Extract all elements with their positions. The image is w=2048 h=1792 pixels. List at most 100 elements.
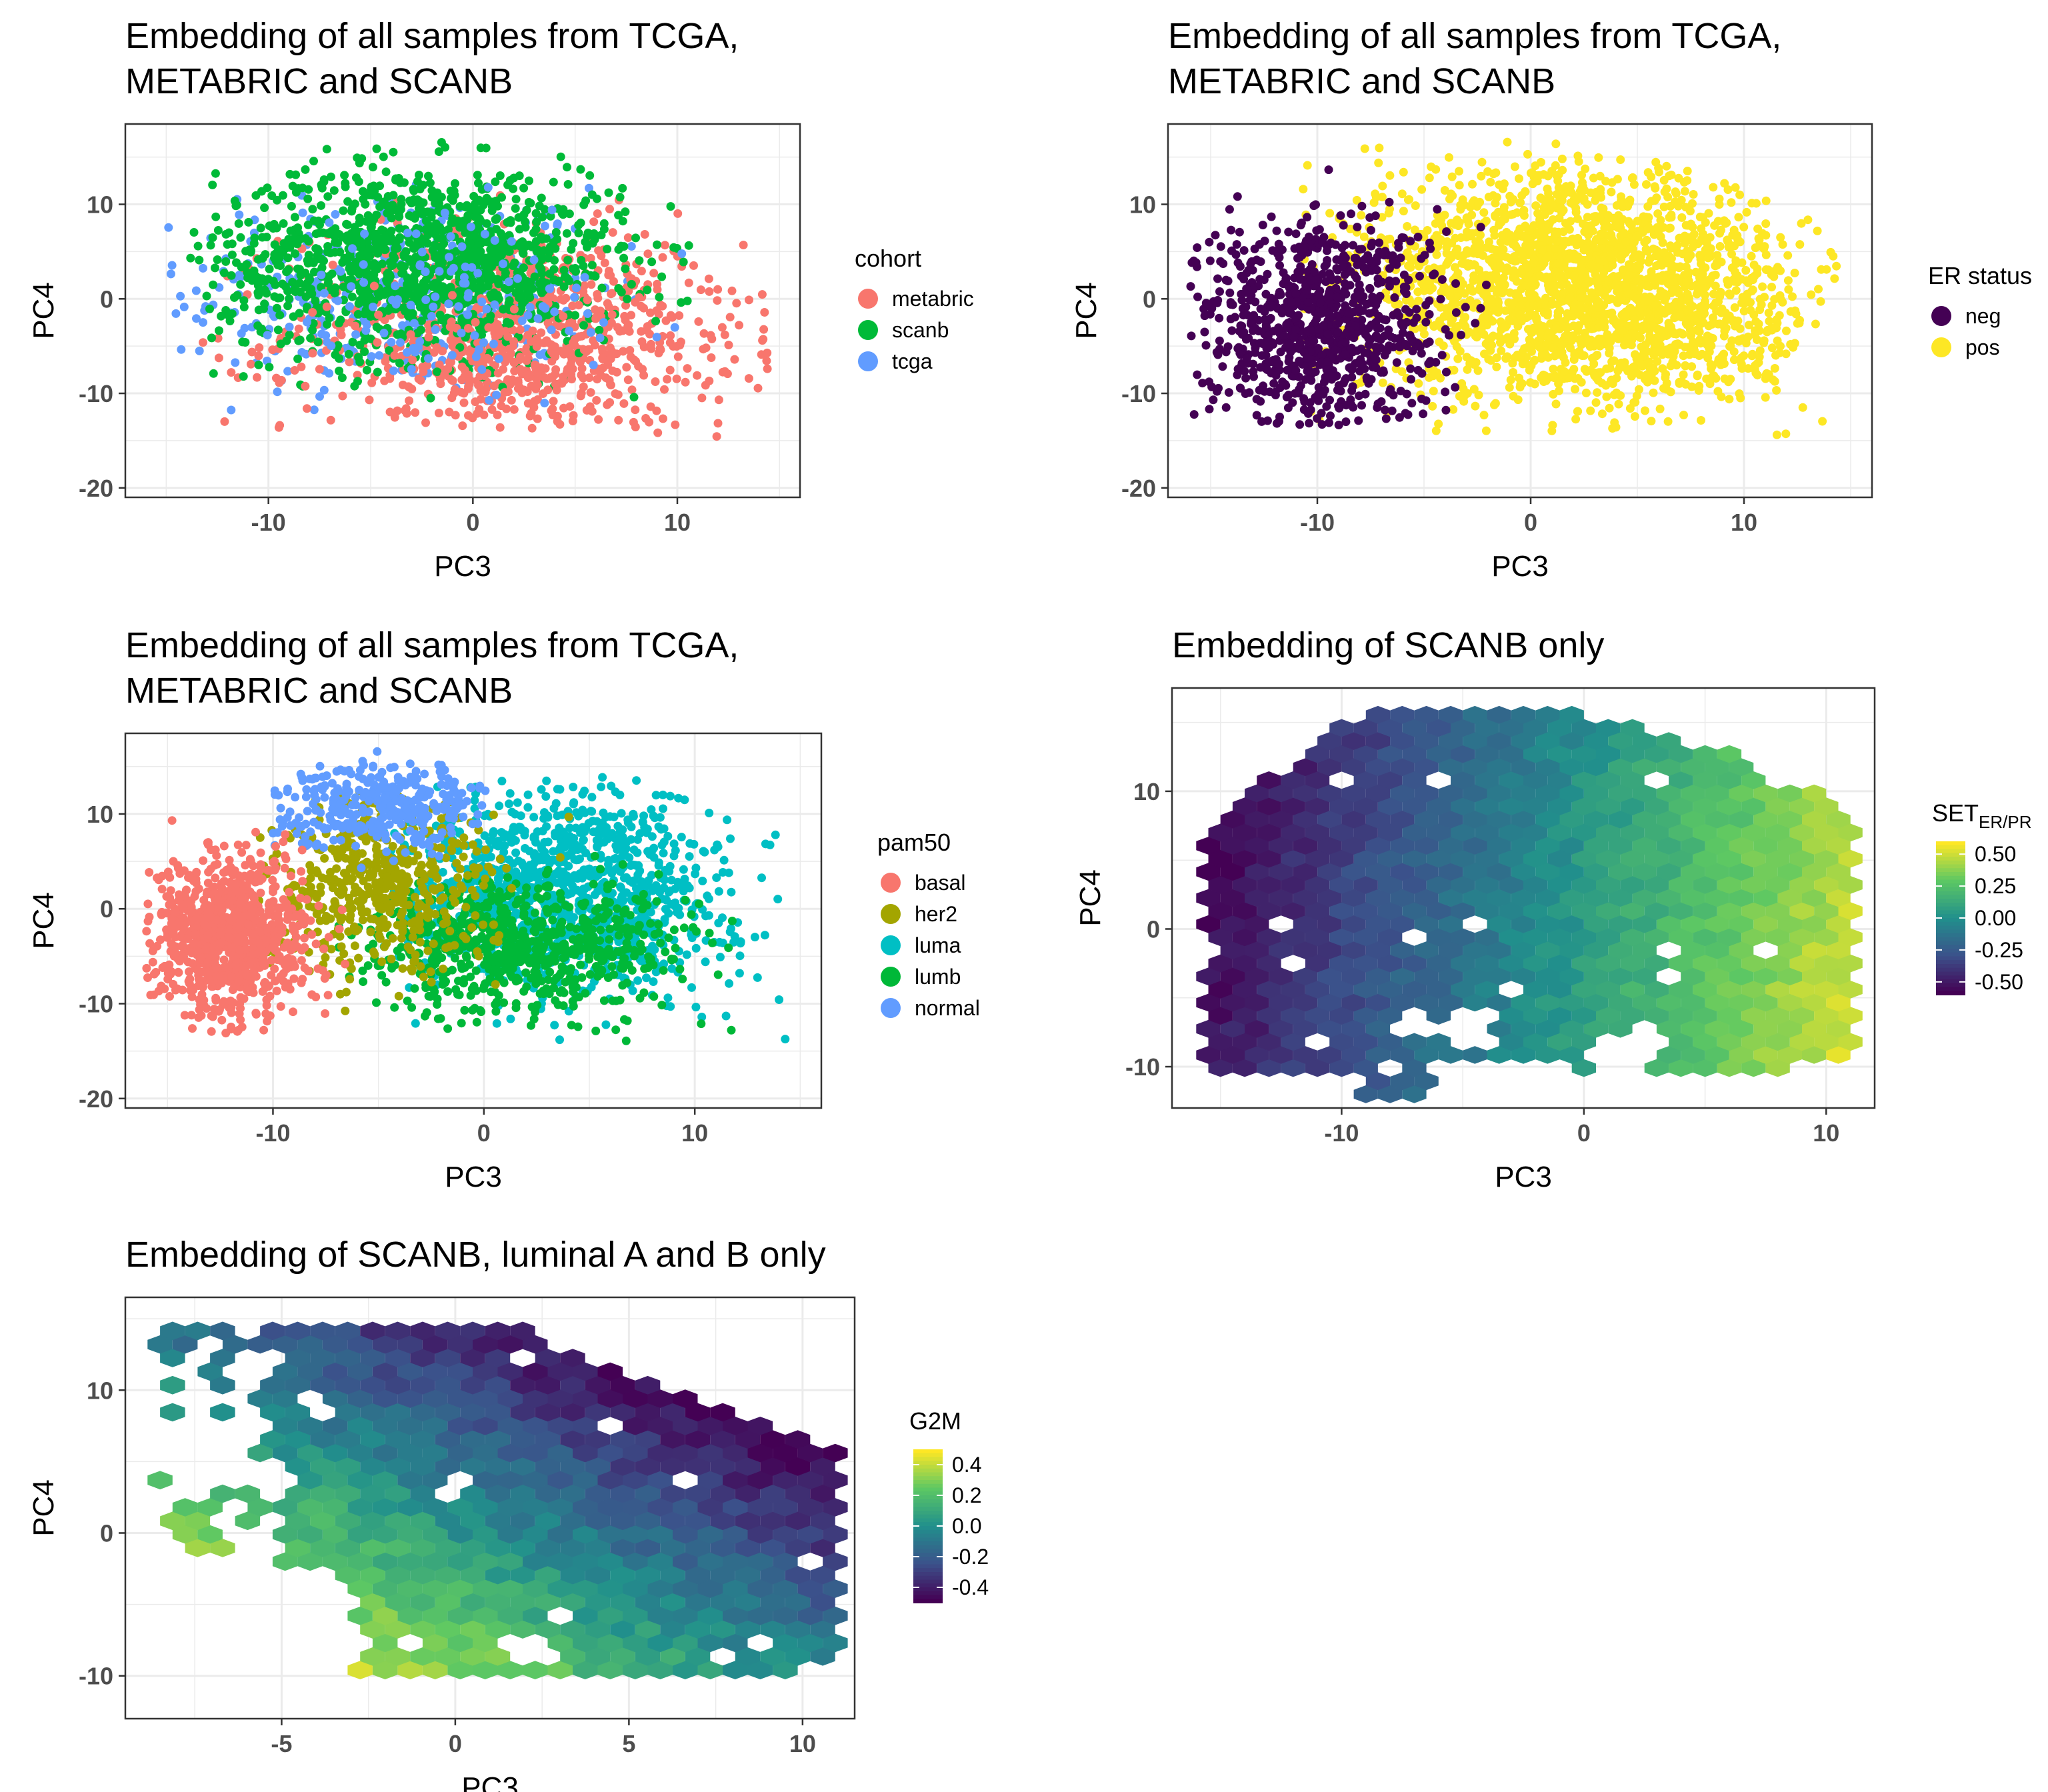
point-tcga xyxy=(176,291,185,301)
point-pos xyxy=(1754,319,1763,329)
point-pos xyxy=(1325,209,1335,218)
point-scanb xyxy=(206,241,215,250)
point-tcga xyxy=(589,361,598,369)
point-metabric xyxy=(727,286,737,295)
point-tcga xyxy=(677,249,687,258)
point-pos xyxy=(1525,226,1535,235)
point-pos xyxy=(1717,225,1725,235)
point-tcga xyxy=(595,333,605,343)
point-scanb xyxy=(389,236,398,245)
point-metabric xyxy=(681,377,690,387)
point-scanb xyxy=(597,231,606,239)
point-metabric xyxy=(459,389,469,398)
point-pos xyxy=(1375,143,1384,153)
point-metabric xyxy=(605,343,615,353)
point-pos xyxy=(1443,237,1452,246)
point-scanb xyxy=(342,219,351,229)
point-pos xyxy=(1487,258,1497,267)
point-tcga xyxy=(199,318,207,327)
point-pos xyxy=(1754,234,1763,243)
point-scanb xyxy=(259,276,268,285)
point-tcga xyxy=(192,314,201,323)
point-metabric xyxy=(552,385,561,395)
point-pos xyxy=(1498,278,1507,287)
point-metabric xyxy=(659,414,667,423)
point-scanb xyxy=(647,257,657,267)
point-pos xyxy=(1431,321,1440,330)
point-tcga xyxy=(167,261,177,270)
point-scanb xyxy=(295,279,305,288)
point-pos xyxy=(1608,261,1617,270)
point-metabric xyxy=(227,368,236,377)
point-pos xyxy=(1680,231,1689,241)
point-metabric xyxy=(639,371,649,380)
point-pos xyxy=(1453,215,1462,225)
point-pos xyxy=(1747,251,1756,261)
point-scanb xyxy=(562,229,571,238)
point-scanb xyxy=(403,280,411,289)
point-pos xyxy=(1683,176,1692,185)
point-pos xyxy=(1491,245,1501,255)
point-tcga xyxy=(580,273,589,282)
point-metabric xyxy=(592,396,601,405)
point-scanb xyxy=(259,304,268,313)
point-scanb xyxy=(433,233,443,243)
point-metabric xyxy=(493,369,503,378)
point-metabric xyxy=(651,377,660,386)
point-pos xyxy=(1795,240,1805,249)
point-pos xyxy=(1653,209,1663,218)
point-metabric xyxy=(523,399,533,408)
point-pos xyxy=(1758,282,1767,291)
point-pos xyxy=(1544,189,1553,198)
point-pos xyxy=(1515,174,1523,183)
point-scanb xyxy=(487,202,497,211)
point-neg xyxy=(1213,274,1222,283)
point-tcga xyxy=(414,342,423,351)
point-pos xyxy=(1783,251,1793,260)
point-metabric xyxy=(625,346,635,355)
point-metabric xyxy=(582,405,591,415)
point-scanb xyxy=(551,228,561,237)
point-metabric xyxy=(658,253,667,262)
point-scanb xyxy=(395,178,405,187)
point-pos xyxy=(1697,259,1705,269)
point-tcga xyxy=(303,317,311,327)
point-metabric xyxy=(758,336,767,345)
point-tcga xyxy=(179,302,189,311)
point-tcga xyxy=(572,283,581,293)
point-pos xyxy=(1578,351,1587,360)
point-pos xyxy=(1477,157,1487,167)
point-metabric xyxy=(527,423,537,433)
point-pos xyxy=(1751,199,1761,208)
point-metabric xyxy=(652,406,661,415)
point-scanb xyxy=(323,192,333,201)
point-pos xyxy=(1717,257,1726,267)
point-metabric xyxy=(645,417,654,427)
point-scanb xyxy=(317,201,325,210)
point-pos xyxy=(1613,366,1623,375)
point-scanb xyxy=(370,233,379,242)
point-scanb xyxy=(336,315,345,325)
point-pos xyxy=(1642,180,1651,189)
point-metabric xyxy=(502,404,511,413)
point-tcga xyxy=(319,385,329,395)
point-pos xyxy=(1374,158,1383,167)
point-pos xyxy=(1445,291,1455,301)
point-pos xyxy=(1641,406,1649,415)
point-pos xyxy=(1564,323,1573,332)
y-tick-label: -20 xyxy=(79,475,113,502)
point-scanb xyxy=(347,292,357,301)
point-pos xyxy=(1491,269,1500,278)
point-tcga xyxy=(444,299,453,309)
point-pos xyxy=(1506,197,1515,207)
point-metabric xyxy=(607,310,617,319)
point-pos xyxy=(1621,237,1631,247)
point-metabric xyxy=(308,349,317,358)
point-pos xyxy=(1484,193,1493,201)
point-scanb xyxy=(614,245,623,254)
point-scanb xyxy=(361,199,370,209)
point-pos xyxy=(1643,202,1653,211)
point-scanb xyxy=(278,191,287,200)
point-metabric xyxy=(274,423,283,432)
